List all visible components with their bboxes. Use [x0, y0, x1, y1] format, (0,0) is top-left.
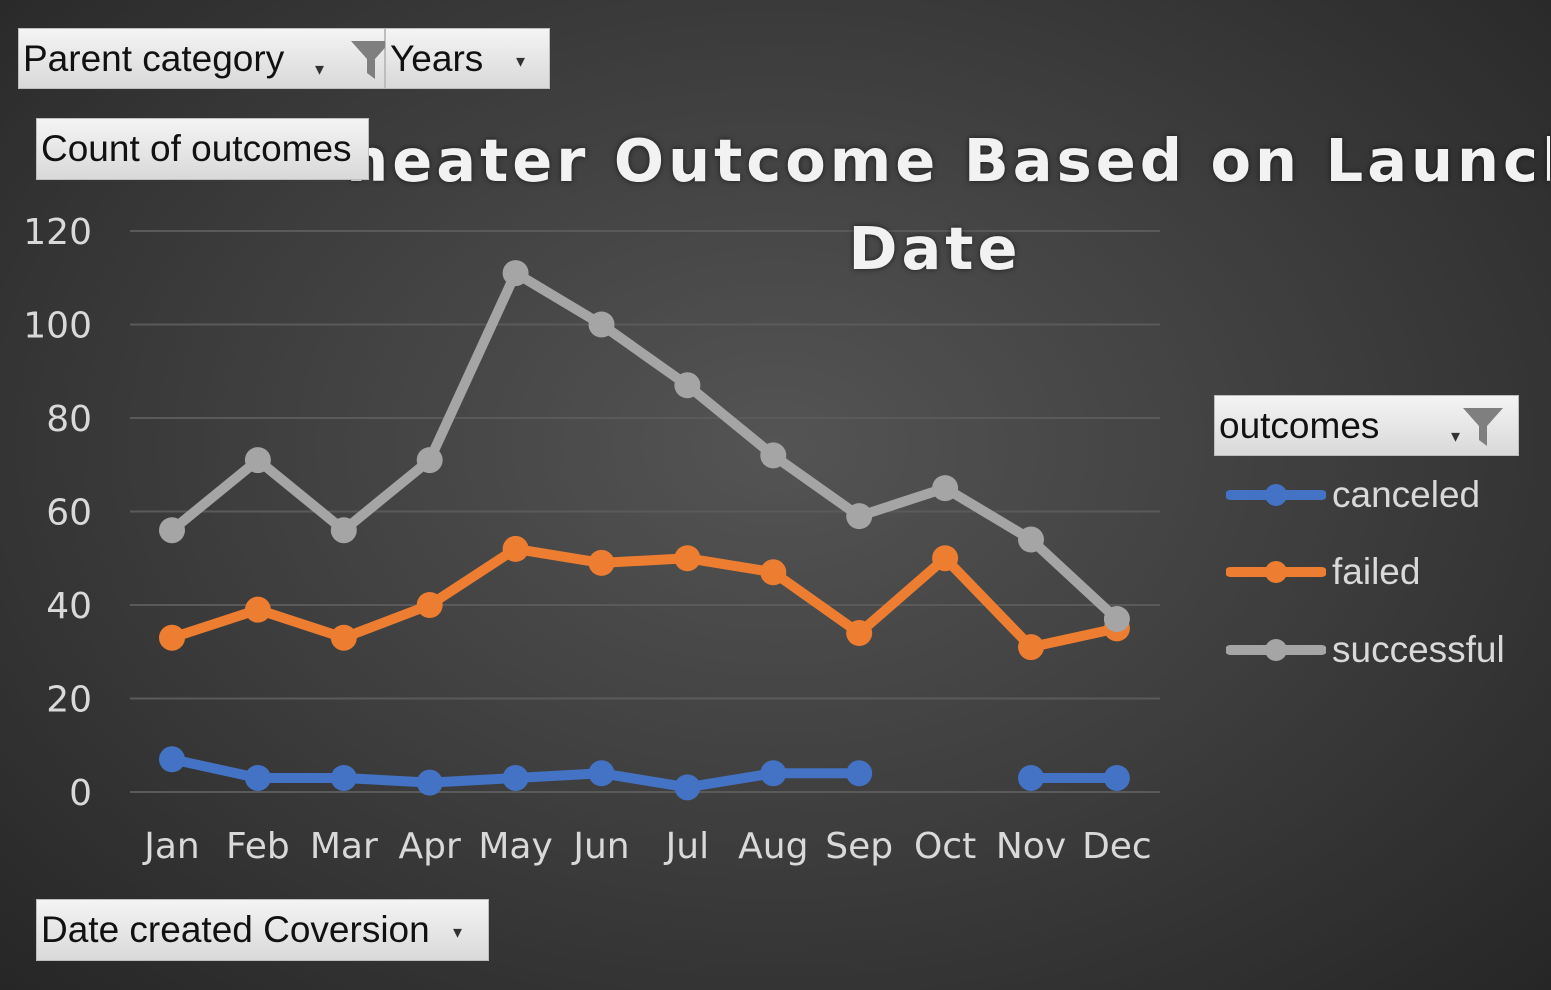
data-point-successful [932, 475, 959, 502]
data-point-successful [416, 447, 443, 474]
data-point-successful [502, 260, 529, 287]
data-point-failed [760, 559, 787, 586]
data-point-failed [330, 624, 357, 651]
legend-marker-successful [1226, 639, 1326, 661]
data-point-canceled [416, 769, 443, 796]
axis-field-label: Date created Coversion [41, 909, 430, 950]
data-point-successful [588, 311, 615, 338]
data-point-canceled [760, 760, 787, 787]
legend-item-canceled: canceled [1226, 474, 1481, 515]
axis-field-button[interactable]: Date created Coversion ▾ [36, 899, 489, 961]
years-label: Years [390, 37, 484, 79]
y-tick-label: 40 [46, 586, 92, 627]
values-field-label: Count of outcomes [41, 128, 352, 169]
legend-item-successful: successful [1226, 629, 1505, 670]
dropdown-arrow-icon[interactable]: ▾ [315, 59, 325, 79]
legend-item-failed: failed [1226, 551, 1421, 592]
x-tick-label: Mar [310, 826, 378, 867]
x-tick-label: Dec [1082, 826, 1152, 867]
legend-label-failed: failed [1332, 551, 1421, 592]
data-point-failed [244, 596, 271, 623]
data-point-canceled [330, 764, 357, 791]
data-point-canceled [502, 764, 529, 791]
chart-title-line1: Theater Outcome Based on Launch [340, 126, 1550, 195]
x-tick-label: Oct [914, 826, 976, 867]
data-point-failed [588, 549, 615, 576]
values-field-button[interactable]: Count of outcomes [36, 118, 369, 180]
series-successful [159, 260, 1130, 633]
data-point-failed [1018, 634, 1044, 661]
x-tick-label: Jan [142, 826, 200, 867]
data-point-failed [502, 535, 529, 562]
data-point-canceled [588, 760, 615, 787]
legend-field-label: outcomes [1219, 404, 1380, 446]
x-tick-label: Sep [825, 826, 893, 867]
data-point-failed [416, 592, 443, 618]
x-tick-label: Nov [996, 826, 1066, 867]
parent-category-label: Parent category [23, 37, 285, 79]
series-canceled [159, 746, 1130, 801]
x-axis-ticks: Jan Feb Mar Apr May Jun Jul Aug Sep Oct Nov Dec [142, 826, 1151, 867]
data-point-successful [244, 447, 271, 474]
filter-icon[interactable] [349, 39, 393, 81]
legend-label-canceled: canceled [1332, 474, 1481, 515]
y-tick-label: 0 [69, 773, 92, 814]
y-tick-label: 120 [23, 212, 92, 253]
legend-marker-canceled [1226, 484, 1326, 506]
series-failed [159, 535, 1130, 661]
legend-marker-failed [1226, 561, 1326, 583]
dropdown-arrow-icon[interactable]: ▾ [1451, 426, 1461, 446]
data-point-failed [674, 545, 701, 572]
chart-title: Theater Outcome Based on Launch Date [340, 118, 1550, 298]
legend-field-button[interactable]: outcomes ▾ [1214, 395, 1519, 456]
data-point-successful [846, 503, 873, 530]
y-axis-ticks: 0 20 40 60 80 100 120 [23, 212, 92, 814]
gridlines [130, 230, 1160, 793]
x-tick-label: Jun [571, 826, 629, 867]
data-point-canceled [846, 760, 873, 787]
y-tick-label: 100 [23, 306, 92, 347]
filter-icon[interactable] [1461, 406, 1505, 448]
data-point-canceled [1018, 764, 1044, 791]
series-lines [159, 260, 1130, 801]
x-tick-label: Jul [664, 826, 709, 867]
legend-label-successful: successful [1332, 629, 1505, 670]
data-point-failed [932, 545, 959, 572]
data-point-successful [1103, 606, 1130, 633]
y-tick-label: 20 [46, 680, 92, 721]
data-point-successful [330, 517, 357, 544]
data-point-canceled [244, 764, 271, 791]
x-tick-label: Apr [399, 826, 461, 867]
x-tick-label: Feb [226, 826, 290, 867]
y-tick-label: 60 [46, 493, 92, 534]
y-tick-label: 80 [46, 399, 92, 440]
data-point-successful [1018, 526, 1044, 553]
x-tick-label: May [478, 826, 552, 867]
data-point-canceled [674, 774, 701, 801]
dropdown-arrow-icon[interactable]: ▾ [516, 51, 526, 71]
dropdown-arrow-icon[interactable]: ▾ [453, 922, 463, 942]
chart-title-line2: Date [848, 214, 1022, 283]
years-filter-button[interactable]: Years ▾ [385, 28, 550, 89]
data-point-successful [674, 372, 701, 399]
data-point-successful [760, 442, 787, 469]
data-point-canceled [1103, 764, 1130, 791]
x-tick-label: Aug [738, 826, 808, 867]
parent-category-filter-button[interactable]: Parent category ▾ [18, 28, 391, 89]
data-point-failed [846, 620, 873, 647]
data-point-failed [159, 624, 185, 651]
series-line-failed [167, 543, 1122, 653]
series-line-successful [167, 268, 1122, 625]
data-point-canceled [159, 746, 185, 773]
data-point-successful [159, 517, 185, 544]
